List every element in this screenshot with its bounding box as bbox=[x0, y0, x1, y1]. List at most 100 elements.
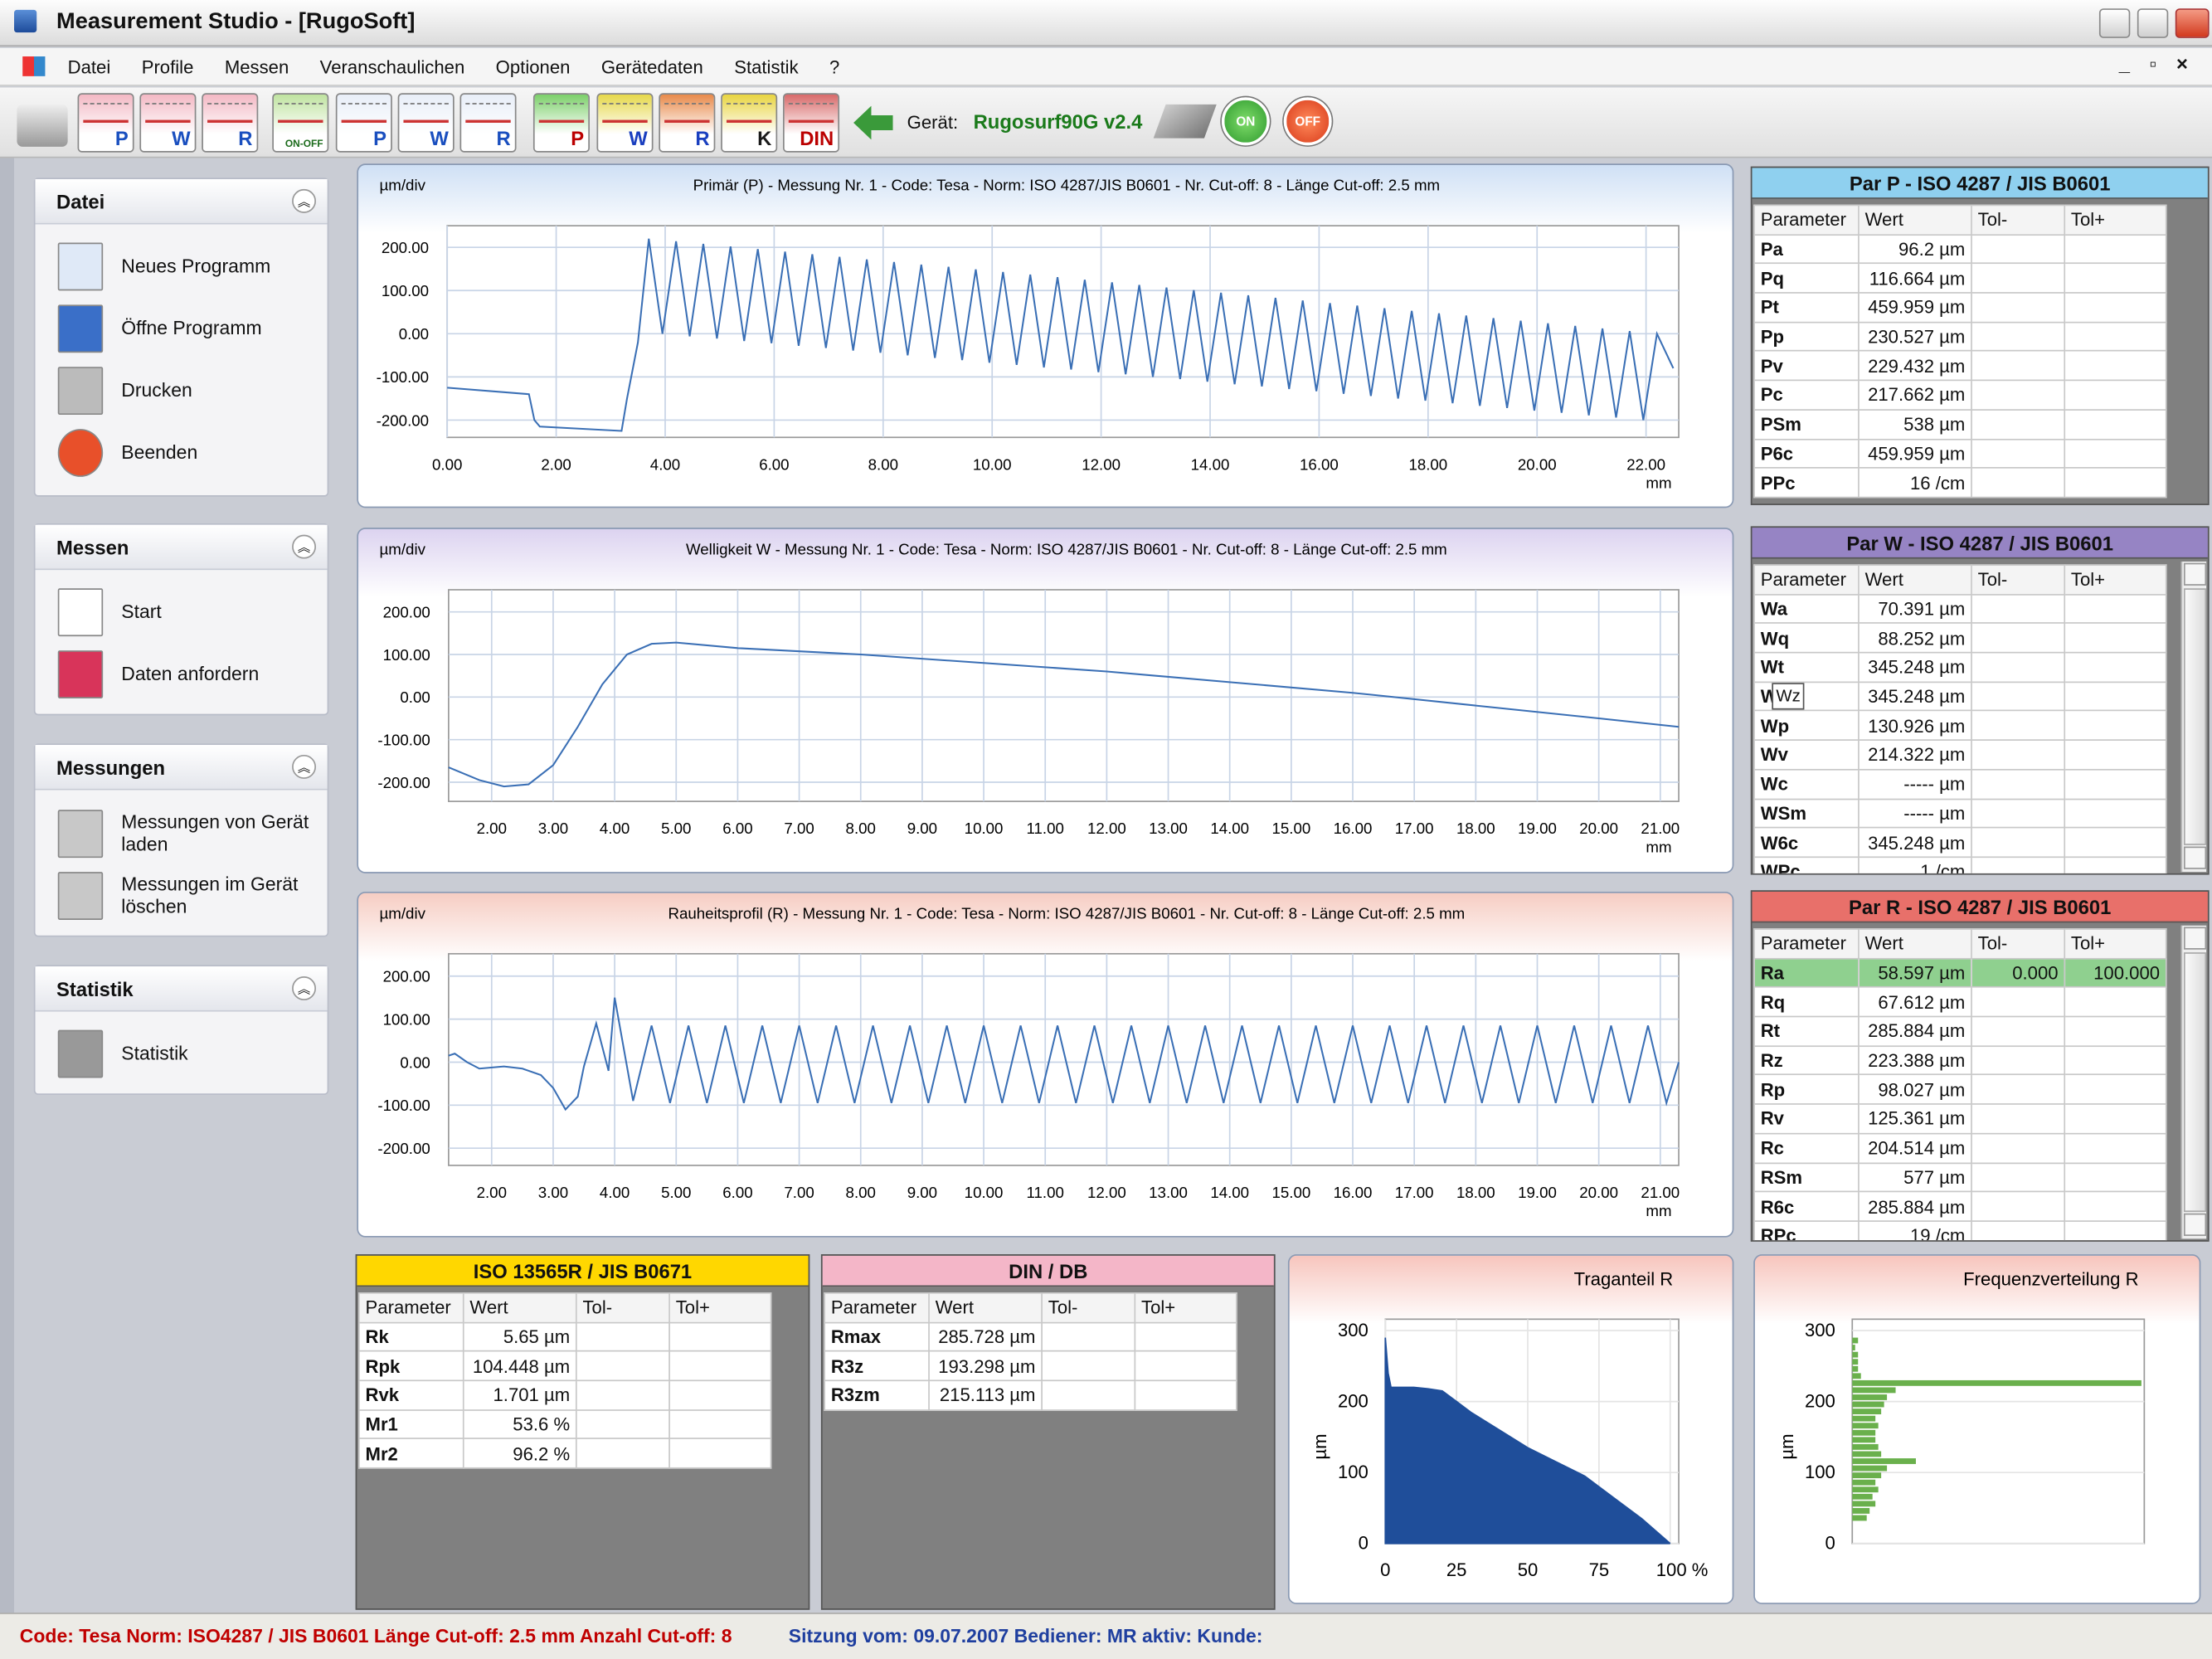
scrollbar[interactable] bbox=[2180, 561, 2207, 873]
table-row[interactable]: Wc ----- µm bbox=[1753, 768, 2167, 800]
table-row[interactable]: Wq 88.252 µm bbox=[1753, 622, 2167, 654]
table-row[interactable]: Rmax 285.728 µm bbox=[824, 1321, 1237, 1353]
print-button[interactable] bbox=[17, 104, 68, 147]
menu-item[interactable]: Gerätedaten bbox=[600, 56, 703, 77]
menu-item[interactable]: Statistik bbox=[734, 56, 799, 77]
parameter-value bbox=[1971, 263, 2066, 294]
table-row[interactable]: Wa 70.391 µm bbox=[1753, 593, 2167, 625]
table-row[interactable]: Mr1 53.6 % bbox=[358, 1408, 772, 1440]
table-row[interactable]: Wt 345.248 µm bbox=[1753, 651, 2167, 683]
sidebar-section: Statistik ︽ Statistik bbox=[33, 965, 329, 1095]
table-row[interactable]: PPc 16 /cm bbox=[1753, 467, 2167, 499]
collapse-button[interactable]: ︽ bbox=[292, 188, 316, 213]
sidebar-item[interactable]: Neues Programm bbox=[55, 241, 323, 295]
scroll-thumb[interactable] bbox=[2183, 588, 2207, 845]
table-row[interactable]: PSm 538 µm bbox=[1753, 408, 2167, 440]
toolbar-button[interactable]: R bbox=[659, 93, 716, 153]
table-row[interactable]: Wv 214.322 µm bbox=[1753, 739, 2167, 771]
scroll-down[interactable] bbox=[2183, 846, 2207, 869]
on-button[interactable]: ON bbox=[1221, 97, 1270, 146]
table-row[interactable]: Pq 116.664 µm bbox=[1753, 263, 2167, 294]
table-row[interactable]: WSm ----- µm bbox=[1753, 797, 2167, 829]
off-button[interactable]: OFF bbox=[1283, 97, 1332, 146]
table-row[interactable]: WzWz345.248 µm bbox=[1753, 681, 2167, 712]
menu-item[interactable]: Profile bbox=[141, 56, 194, 77]
table-row[interactable]: Rvk 1.701 µm bbox=[358, 1379, 772, 1411]
table-row[interactable]: RSm 577 µm bbox=[1753, 1161, 2167, 1193]
table-row[interactable]: R3z 193.298 µm bbox=[824, 1350, 1237, 1382]
toolbar-button[interactable]: R bbox=[202, 93, 259, 153]
table-row[interactable]: Rk 5.65 µm bbox=[358, 1321, 772, 1353]
sidebar-item[interactable]: Daten anfordern bbox=[55, 649, 323, 703]
parameter-value bbox=[1971, 1015, 2066, 1047]
toolbar-button[interactable]: DIN bbox=[782, 93, 840, 153]
table-row[interactable]: Pa 96.2 µm bbox=[1753, 233, 2167, 265]
minimize-button[interactable] bbox=[2098, 8, 2131, 38]
collapse-button[interactable]: ︽ bbox=[292, 754, 316, 779]
toolbar-button[interactable]: P bbox=[335, 93, 392, 153]
header-row: Parameter Wert Tol- Tol+ bbox=[1753, 204, 2167, 236]
sidebar-item[interactable]: Drucken bbox=[55, 366, 323, 420]
mdi-controls[interactable]: _▫× bbox=[2118, 51, 2208, 75]
table-row[interactable]: Ra 58.597 µm 0.000 100.000 bbox=[1753, 957, 2167, 989]
table-row[interactable]: Rp 98.027 µm bbox=[1753, 1074, 2167, 1105]
restore-button[interactable] bbox=[2137, 8, 2169, 38]
menu-item[interactable]: Datei bbox=[67, 56, 111, 77]
table-row[interactable]: Rt 285.884 µm bbox=[1753, 1015, 2167, 1047]
menu-item[interactable]: Veranschaulichen bbox=[319, 56, 465, 77]
item-icon bbox=[57, 872, 104, 920]
table-row[interactable]: Rc 204.514 µm bbox=[1753, 1132, 2167, 1164]
scroll-up[interactable] bbox=[2183, 562, 2207, 586]
menu-item[interactable]: ? bbox=[829, 56, 840, 77]
parameter-value bbox=[1134, 1379, 1237, 1411]
scroll-down[interactable] bbox=[2183, 1213, 2207, 1236]
table-row[interactable]: RPc 19 /cm bbox=[1753, 1220, 2167, 1241]
table-row[interactable]: WPc 1 /cm bbox=[1753, 856, 2167, 873]
collapse-button[interactable]: ︽ bbox=[292, 534, 316, 559]
sidebar-item[interactable]: Öffne Programm bbox=[55, 304, 323, 358]
table-row[interactable]: Pc 217.662 µm bbox=[1753, 379, 2167, 411]
sidebar-item[interactable]: Beenden bbox=[55, 427, 323, 481]
parameter-value bbox=[2064, 856, 2167, 873]
table-row[interactable]: Rq 67.612 µm bbox=[1753, 986, 2167, 1018]
toolbar-button[interactable]: K bbox=[721, 93, 778, 153]
table-row[interactable]: Wp 130.926 µm bbox=[1753, 710, 2167, 742]
parameter-value bbox=[668, 1438, 772, 1469]
menu-item[interactable]: Messen bbox=[224, 56, 289, 77]
table-row[interactable]: Rv 125.361 µm bbox=[1753, 1103, 2167, 1135]
parameter-value: 577 µm bbox=[1858, 1161, 1972, 1193]
toolbar-button[interactable]: W bbox=[397, 93, 455, 153]
button-wave bbox=[788, 103, 834, 123]
table-row[interactable]: Mr2 96.2 % bbox=[358, 1438, 772, 1469]
toolbar-button[interactable]: R bbox=[459, 93, 517, 153]
sidebar-section: Messen ︽ Start Daten anfordern bbox=[33, 523, 329, 716]
sidebar-item[interactable]: Start bbox=[55, 587, 323, 641]
table-row[interactable]: R6c 285.884 µm bbox=[1753, 1190, 2167, 1222]
menu-item[interactable]: Optionen bbox=[495, 56, 571, 77]
toolbar-button[interactable]: ON-OFF bbox=[272, 93, 329, 153]
parameter-value bbox=[2064, 1015, 2167, 1047]
parameter-value: 96.2 % bbox=[462, 1438, 577, 1469]
sidebar-item[interactable]: Messungen im Gerät löschen bbox=[55, 870, 323, 924]
scroll-up[interactable] bbox=[2183, 927, 2207, 950]
toolbar-button[interactable]: P bbox=[532, 93, 590, 153]
sidebar-item[interactable]: Statistik bbox=[55, 1029, 323, 1082]
table-row[interactable]: Pp 230.527 µm bbox=[1753, 321, 2167, 353]
scrollbar[interactable] bbox=[2180, 925, 2207, 1239]
table-row[interactable]: Rpk 104.448 µm bbox=[358, 1350, 772, 1382]
toolbar-button[interactable]: W bbox=[139, 93, 197, 153]
table-row[interactable]: P6c 459.959 µm bbox=[1753, 438, 2167, 469]
toolbar-button[interactable]: P bbox=[77, 93, 134, 153]
table-row[interactable]: Pt 459.959 µm bbox=[1753, 292, 2167, 324]
table-row[interactable]: R3zm 215.113 µm bbox=[824, 1379, 1237, 1411]
close-button[interactable] bbox=[2175, 8, 2210, 38]
table-row[interactable]: Rz 223.388 µm bbox=[1753, 1044, 2167, 1076]
back-arrow[interactable] bbox=[853, 105, 893, 140]
table-row[interactable]: W6c 345.248 µm bbox=[1753, 827, 2167, 858]
toolbar-button[interactable]: W bbox=[596, 93, 654, 153]
sidebar-item[interactable]: Messungen von Gerät laden bbox=[55, 809, 323, 863]
table-row[interactable]: Pv 229.432 µm bbox=[1753, 350, 2167, 382]
collapse-button[interactable]: ︽ bbox=[292, 976, 316, 1000]
parameter-value bbox=[2064, 350, 2167, 382]
scroll-thumb[interactable] bbox=[2183, 952, 2207, 1213]
